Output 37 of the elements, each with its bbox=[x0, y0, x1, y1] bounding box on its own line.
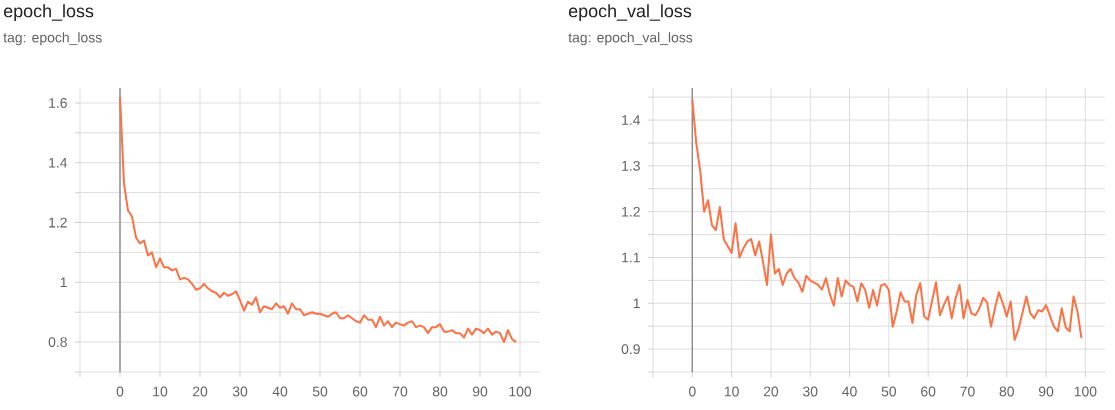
x-tick-label: 40 bbox=[842, 386, 857, 397]
x-tick-label: 90 bbox=[1038, 386, 1054, 397]
x-tick-label: 20 bbox=[763, 386, 779, 397]
x-tick-label: 40 bbox=[272, 386, 288, 397]
y-tick-label: 0.9 bbox=[621, 344, 640, 355]
y-tick-label: 1.2 bbox=[622, 206, 640, 217]
x-tick-label: 10 bbox=[153, 386, 168, 397]
chart-subtitle: tag: epoch_val_loss bbox=[568, 32, 693, 46]
chart-subtitle: tag: epoch_loss bbox=[3, 32, 102, 46]
y-tick-label: 1.2 bbox=[49, 217, 67, 228]
y-tick-label: 1.6 bbox=[49, 98, 67, 108]
x-tick-label: 80 bbox=[432, 386, 448, 397]
x-tick-label: 70 bbox=[392, 386, 408, 397]
x-tick-label: 20 bbox=[192, 386, 208, 397]
y-tick-label: 1 bbox=[60, 277, 67, 288]
x-tick-label: 70 bbox=[960, 386, 975, 397]
x-tick-label: 30 bbox=[803, 386, 818, 397]
y-tick-label: 1.3 bbox=[622, 160, 640, 171]
x-tick-label: 10 bbox=[724, 386, 739, 397]
x-tick-label: 0 bbox=[688, 386, 696, 397]
y-tick-label: 1.4 bbox=[622, 115, 641, 125]
y-tick-label: 1.1 bbox=[622, 252, 640, 263]
x-tick-label: 60 bbox=[352, 386, 368, 397]
y-tick-label: 1 bbox=[633, 298, 640, 309]
x-tick-label: 50 bbox=[881, 386, 897, 397]
y-tick-label: 1.4 bbox=[49, 157, 68, 168]
x-tick-label: 100 bbox=[509, 386, 532, 397]
chart-title: epoch_loss bbox=[3, 4, 94, 21]
x-tick-label: 50 bbox=[312, 386, 328, 397]
x-tick-label: 60 bbox=[921, 386, 936, 397]
x-tick-label: 30 bbox=[232, 386, 248, 397]
y-tick-label: 0.8 bbox=[48, 337, 67, 348]
chart-title: epoch_val_loss bbox=[568, 4, 692, 21]
x-tick-label: 90 bbox=[472, 386, 488, 397]
x-tick-label: 0 bbox=[116, 386, 124, 397]
x-tick-label: 80 bbox=[999, 386, 1014, 397]
x-tick-label: 100 bbox=[1074, 386, 1097, 397]
